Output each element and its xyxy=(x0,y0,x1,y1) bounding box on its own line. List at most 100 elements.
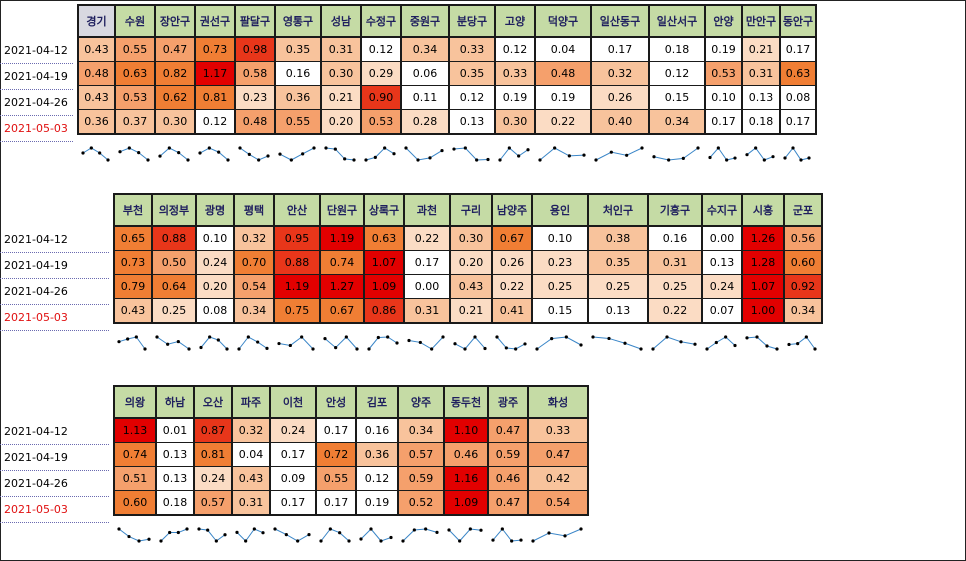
heatmap-cell[interactable]: 0.67 xyxy=(319,298,365,324)
heatmap-cell[interactable]: 0.10 xyxy=(531,225,589,251)
heatmap-cell[interactable]: 0.57 xyxy=(397,442,445,467)
heatmap-cell[interactable]: 0.41 xyxy=(491,298,533,324)
heatmap-cell[interactable]: 1.09 xyxy=(363,274,405,299)
heatmap-cell[interactable]: 0.17 xyxy=(269,490,317,516)
heatmap-cell[interactable]: 0.37 xyxy=(114,109,156,135)
heatmap-cell[interactable]: 1.10 xyxy=(443,417,489,443)
heatmap-cell[interactable]: 0.81 xyxy=(193,442,233,467)
heatmap-cell[interactable]: 0.33 xyxy=(494,61,536,86)
heatmap-cell[interactable]: 0.38 xyxy=(587,225,649,251)
column-header[interactable]: 팔달구 xyxy=(234,4,276,38)
heatmap-cell[interactable]: 0.28 xyxy=(400,109,450,135)
heatmap-cell[interactable]: 0.79 xyxy=(113,274,153,299)
heatmap-cell[interactable]: 0.50 xyxy=(151,250,197,275)
heatmap-cell[interactable]: 0.30 xyxy=(449,225,493,251)
heatmap-cell[interactable]: 0.31 xyxy=(320,36,362,62)
heatmap-cell[interactable]: 0.22 xyxy=(403,225,451,251)
column-header[interactable]: 시흥 xyxy=(741,193,785,227)
heatmap-cell[interactable]: 0.29 xyxy=(360,61,402,86)
heatmap-cell[interactable]: 0.36 xyxy=(274,85,322,110)
heatmap-cell[interactable]: 0.64 xyxy=(151,274,197,299)
heatmap-cell[interactable]: 0.13 xyxy=(155,466,195,491)
column-header[interactable]: 동안구 xyxy=(779,4,817,38)
column-header[interactable]: 권선구 xyxy=(194,4,236,38)
heatmap-cell[interactable]: 0.31 xyxy=(647,250,703,275)
heatmap-cell[interactable]: 0.34 xyxy=(233,298,275,324)
heatmap-cell[interactable]: 0.22 xyxy=(491,274,533,299)
heatmap-cell[interactable]: 0.95 xyxy=(273,225,321,251)
heatmap-cell[interactable]: 0.73 xyxy=(113,250,153,275)
heatmap-cell[interactable]: 0.47 xyxy=(487,417,529,443)
heatmap-cell[interactable]: 0.34 xyxy=(400,36,450,62)
heatmap-cell[interactable]: 1.09 xyxy=(443,490,489,516)
column-header[interactable]: 평택 xyxy=(233,193,275,227)
heatmap-cell[interactable]: 0.17 xyxy=(315,490,357,516)
heatmap-cell[interactable]: 0.55 xyxy=(274,109,322,135)
heatmap-cell[interactable]: 0.24 xyxy=(701,274,743,299)
heatmap-cell[interactable]: 0.16 xyxy=(274,61,322,86)
heatmap-cell[interactable]: 0.57 xyxy=(193,490,233,516)
heatmap-cell[interactable]: 0.13 xyxy=(741,85,781,110)
heatmap-cell[interactable]: 0.23 xyxy=(234,85,276,110)
heatmap-cell[interactable]: 1.19 xyxy=(273,274,321,299)
column-header[interactable]: 기흥구 xyxy=(647,193,703,227)
heatmap-cell[interactable]: 0.04 xyxy=(534,36,592,62)
heatmap-cell[interactable]: 0.43 xyxy=(231,466,271,491)
heatmap-cell[interactable]: 0.12 xyxy=(360,36,402,62)
heatmap-cell[interactable]: 0.17 xyxy=(779,36,817,62)
heatmap-cell[interactable]: 0.16 xyxy=(355,417,399,443)
heatmap-cell[interactable]: 0.30 xyxy=(154,109,196,135)
heatmap-cell[interactable]: 0.34 xyxy=(648,109,706,135)
heatmap-cell[interactable]: 0.55 xyxy=(315,466,357,491)
heatmap-cell[interactable]: 0.48 xyxy=(234,109,276,135)
heatmap-cell[interactable]: 0.67 xyxy=(491,225,533,251)
heatmap-cell[interactable]: 0.75 xyxy=(273,298,321,324)
heatmap-cell[interactable]: 0.52 xyxy=(397,490,445,516)
column-header[interactable]: 영통구 xyxy=(274,4,322,38)
heatmap-cell[interactable]: 0.31 xyxy=(741,61,781,86)
column-header[interactable]: 고양 xyxy=(494,4,536,38)
heatmap-cell[interactable]: 0.53 xyxy=(704,61,743,86)
heatmap-cell[interactable]: 0.25 xyxy=(647,274,703,299)
heatmap-cell[interactable]: 0.13 xyxy=(587,298,649,324)
heatmap-cell[interactable]: 0.12 xyxy=(194,109,236,135)
heatmap-cell[interactable]: 0.54 xyxy=(527,490,589,516)
column-header[interactable]: 구리 xyxy=(449,193,493,227)
heatmap-cell[interactable]: 0.15 xyxy=(531,298,589,324)
heatmap-cell[interactable]: 1.17 xyxy=(194,61,236,86)
heatmap-cell[interactable]: 0.51 xyxy=(113,466,157,491)
heatmap-cell[interactable]: 0.17 xyxy=(704,109,743,135)
heatmap-cell[interactable]: 1.26 xyxy=(741,225,785,251)
column-header[interactable]: 군포 xyxy=(783,193,823,227)
heatmap-cell[interactable]: 0.21 xyxy=(320,85,362,110)
heatmap-cell[interactable]: 0.48 xyxy=(77,61,116,86)
heatmap-cell[interactable]: 0.47 xyxy=(527,442,589,467)
column-header[interactable]: 상록구 xyxy=(363,193,405,227)
heatmap-cell[interactable]: 0.88 xyxy=(273,250,321,275)
heatmap-cell[interactable]: 0.46 xyxy=(443,442,489,467)
heatmap-cell[interactable]: 0.12 xyxy=(494,36,536,62)
heatmap-cell[interactable]: 0.63 xyxy=(114,61,156,86)
heatmap-cell[interactable]: 1.07 xyxy=(741,274,785,299)
column-header[interactable]: 일산동구 xyxy=(590,4,650,38)
column-header[interactable]: 양주 xyxy=(397,385,445,419)
heatmap-cell[interactable]: 0.00 xyxy=(403,274,451,299)
heatmap-cell[interactable]: 0.26 xyxy=(491,250,533,275)
heatmap-cell[interactable]: 0.31 xyxy=(403,298,451,324)
heatmap-cell[interactable]: 0.70 xyxy=(233,250,275,275)
heatmap-cell[interactable]: 0.47 xyxy=(487,490,529,516)
heatmap-cell[interactable]: 0.58 xyxy=(234,61,276,86)
heatmap-cell[interactable]: 0.30 xyxy=(320,61,362,86)
heatmap-cell[interactable]: 0.53 xyxy=(114,85,156,110)
heatmap-cell[interactable]: 0.82 xyxy=(154,61,196,86)
heatmap-cell[interactable]: 0.88 xyxy=(151,225,197,251)
heatmap-cell[interactable]: 0.35 xyxy=(274,36,322,62)
heatmap-cell[interactable]: 0.12 xyxy=(648,61,706,86)
column-header[interactable]: 과천 xyxy=(403,193,451,227)
column-header[interactable]: 의정부 xyxy=(151,193,197,227)
heatmap-cell[interactable]: 0.17 xyxy=(403,250,451,275)
heatmap-cell[interactable]: 0.98 xyxy=(234,36,276,62)
heatmap-cell[interactable]: 0.01 xyxy=(155,417,195,443)
heatmap-cell[interactable]: 0.54 xyxy=(233,274,275,299)
heatmap-cell[interactable]: 0.22 xyxy=(647,298,703,324)
